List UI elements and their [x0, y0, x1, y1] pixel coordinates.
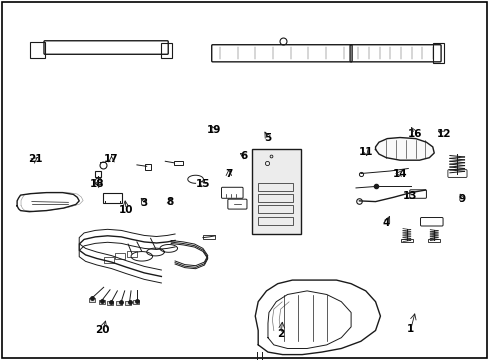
Text: 4: 4 — [382, 218, 389, 228]
Bar — [251, 149, 300, 234]
Text: 16: 16 — [407, 129, 421, 139]
Bar — [258, 205, 293, 213]
Bar — [115, 253, 124, 259]
Text: 21: 21 — [28, 154, 42, 164]
Text: 1: 1 — [407, 324, 413, 334]
Bar — [133, 300, 139, 305]
Bar — [125, 301, 131, 306]
Bar — [173, 161, 183, 165]
Bar — [258, 217, 293, 225]
Text: 17: 17 — [104, 154, 119, 164]
Text: 19: 19 — [206, 125, 221, 135]
Text: 11: 11 — [358, 147, 372, 157]
Text: 5: 5 — [264, 132, 271, 143]
Bar — [258, 194, 293, 202]
Polygon shape — [375, 138, 433, 160]
Bar — [102, 193, 122, 203]
Text: 18: 18 — [89, 179, 104, 189]
Bar — [427, 239, 439, 242]
Text: 14: 14 — [392, 168, 407, 179]
Text: 20: 20 — [95, 325, 110, 336]
Bar — [161, 43, 172, 58]
Text: 6: 6 — [240, 150, 246, 161]
Bar — [30, 42, 45, 58]
Text: 8: 8 — [166, 197, 173, 207]
Bar — [258, 183, 293, 191]
Bar — [99, 300, 104, 305]
Text: 7: 7 — [224, 168, 232, 179]
Bar — [400, 239, 412, 242]
Bar — [107, 301, 113, 306]
Bar — [127, 251, 137, 257]
Bar — [432, 43, 443, 63]
Text: 10: 10 — [119, 204, 133, 215]
Text: 13: 13 — [402, 191, 416, 201]
Text: 3: 3 — [141, 198, 147, 208]
Bar — [103, 257, 113, 263]
Text: 9: 9 — [458, 194, 465, 204]
Text: 15: 15 — [195, 179, 210, 189]
Bar — [89, 297, 95, 302]
Text: 12: 12 — [436, 129, 450, 139]
Bar — [203, 235, 215, 239]
Bar — [116, 301, 122, 306]
Text: 2: 2 — [277, 329, 284, 339]
